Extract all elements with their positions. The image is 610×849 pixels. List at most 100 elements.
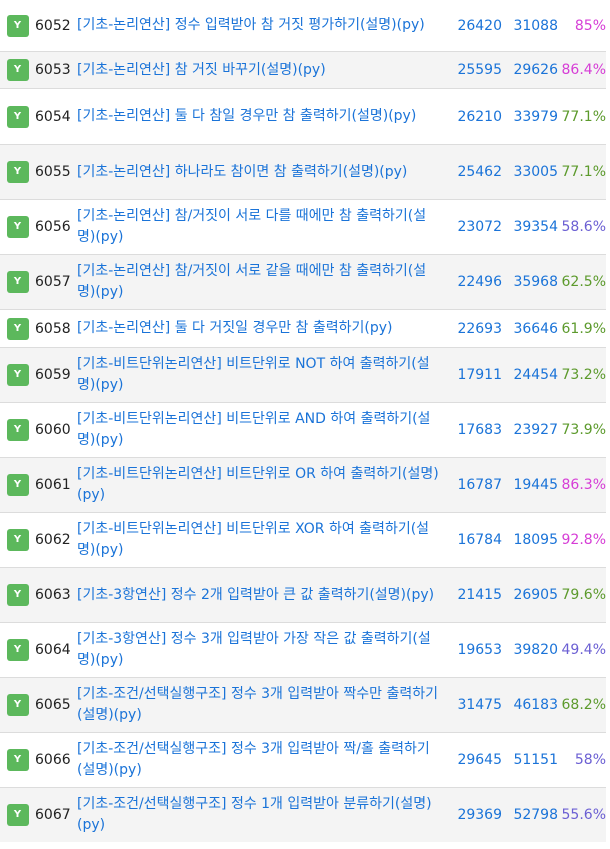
solved-count[interactable]: 22693 bbox=[457, 320, 502, 337]
submit-count[interactable]: 39354 bbox=[513, 219, 558, 235]
table-row: Y 6052 [기초-논리연산] 정수 입력받아 참 거짓 평가하기(설명)(p… bbox=[0, 0, 606, 51]
problem-id: 6064 bbox=[35, 642, 71, 658]
solved-badge: Y bbox=[6, 529, 29, 551]
problem-title-link[interactable]: [기초-논리연산] 참 거짓 바꾸기(설명)(py) bbox=[77, 61, 326, 78]
submit-count[interactable]: 31088 bbox=[513, 17, 558, 34]
correct-rate: 58.6% bbox=[561, 219, 606, 235]
table-row: Y 6058 [기초-논리연산] 둘 다 거짓일 경우만 참 출력하기(py) … bbox=[0, 309, 606, 347]
table-row: Y 6064 [기초-3항연산] 정수 3개 입력받아 가장 작은 값 출력하기… bbox=[0, 622, 606, 677]
problem-title-link[interactable]: [기초-논리연산] 하나라도 참이면 참 출력하기(설명)(py) bbox=[77, 163, 408, 180]
table-row: Y 6062 [기초-비트단위논리연산] 비트단위로 XOR 하여 출력하기(설… bbox=[0, 512, 606, 567]
solved-count[interactable]: 17911 bbox=[457, 367, 502, 383]
submit-count[interactable]: 18095 bbox=[513, 532, 558, 548]
problem-id: 6065 bbox=[35, 697, 71, 713]
correct-rate: 92.8% bbox=[561, 532, 606, 548]
problem-title-link[interactable]: [기초-논리연산] 둘 다 참일 경우만 참 출력하기(설명)(py) bbox=[77, 108, 417, 124]
solved-badge: Y bbox=[6, 639, 29, 661]
problem-title-link[interactable]: [기초-비트단위논리연산] 비트단위로 NOT 하여 출력하기(설명)(py) bbox=[77, 356, 430, 393]
problem-title-link[interactable]: [기초-논리연산] 참/거짓이 서로 다를 때에만 참 출력하기(설명)(py) bbox=[77, 208, 427, 245]
solved-badge: Y bbox=[6, 216, 29, 238]
problem-title-link[interactable]: [기초-조건/선택실행구조] 정수 3개 입력받아 짝수만 출력하기(설명)(p… bbox=[77, 686, 438, 723]
solved-count[interactable]: 26420 bbox=[457, 17, 502, 34]
solved-count[interactable]: 29645 bbox=[457, 752, 502, 768]
solved-count[interactable]: 23072 bbox=[457, 219, 502, 235]
submit-count[interactable]: 52798 bbox=[513, 807, 558, 823]
problem-title-link[interactable]: [기초-3항연산] 정수 2개 입력받아 큰 값 출력하기(설명)(py) bbox=[77, 586, 435, 603]
solved-badge: Y bbox=[6, 317, 29, 340]
problem-id: 6053 bbox=[35, 62, 71, 78]
table-row: Y 6056 [기초-논리연산] 참/거짓이 서로 다를 때에만 참 출력하기(… bbox=[0, 199, 606, 254]
solved-count[interactable]: 21415 bbox=[457, 587, 502, 603]
problem-id: 6066 bbox=[35, 752, 71, 768]
submit-count[interactable]: 36646 bbox=[513, 320, 558, 337]
correct-rate: 68.2% bbox=[561, 697, 606, 713]
solved-count[interactable]: 19653 bbox=[457, 642, 502, 658]
solved-badge: Y bbox=[6, 364, 29, 386]
submit-count[interactable]: 33979 bbox=[513, 108, 558, 125]
problem-id: 6056 bbox=[35, 219, 71, 235]
correct-rate: 62.5% bbox=[561, 274, 606, 290]
submit-count[interactable]: 35968 bbox=[513, 274, 558, 290]
submit-count[interactable]: 33005 bbox=[513, 164, 558, 180]
submit-count[interactable]: 29626 bbox=[513, 62, 558, 78]
solved-count[interactable]: 26210 bbox=[457, 108, 502, 125]
solved-badge: Y bbox=[6, 419, 29, 441]
solved-count[interactable]: 29369 bbox=[457, 807, 502, 823]
problem-id: 6063 bbox=[35, 587, 71, 603]
solved-badge: Y bbox=[6, 14, 29, 37]
solved-count[interactable]: 31475 bbox=[457, 697, 502, 713]
solved-count[interactable]: 25595 bbox=[457, 62, 502, 78]
problem-title-link[interactable]: [기초-비트단위논리연산] 비트단위로 AND 하여 출력하기(설명)(py) bbox=[77, 411, 431, 448]
problem-title-link[interactable]: [기초-3항연산] 정수 3개 입력받아 가장 작은 값 출력하기(설명)(py… bbox=[77, 631, 431, 668]
problem-id: 6062 bbox=[35, 532, 71, 548]
correct-rate: 73.2% bbox=[561, 367, 606, 383]
problem-title-link[interactable]: [기초-조건/선택실행구조] 정수 1개 입력받아 분류하기(설명)(py) bbox=[77, 796, 432, 833]
table-row: Y 6053 [기초-논리연산] 참 거짓 바꾸기(설명)(py) 25595 … bbox=[0, 51, 606, 88]
table-row: Y 6060 [기초-비트단위논리연산] 비트단위로 AND 하여 출력하기(설… bbox=[0, 402, 606, 457]
submit-count[interactable]: 23927 bbox=[513, 422, 558, 438]
problem-title-link[interactable]: [기초-조건/선택실행구조] 정수 3개 입력받아 짝/홀 출력하기(설명)(p… bbox=[77, 741, 430, 778]
correct-rate: 79.6% bbox=[561, 587, 606, 603]
problem-id: 6058 bbox=[35, 320, 71, 337]
solved-badge: Y bbox=[6, 804, 29, 826]
solved-badge: Y bbox=[6, 59, 29, 81]
solved-badge: Y bbox=[6, 474, 29, 496]
correct-rate: 86.3% bbox=[561, 477, 606, 493]
solved-badge: Y bbox=[6, 161, 29, 183]
table-row: Y 6061 [기초-비트단위논리연산] 비트단위로 OR 하여 출력하기(설명… bbox=[0, 457, 606, 512]
problem-title-link[interactable]: [기초-논리연산] 둘 다 거짓일 경우만 참 출력하기(py) bbox=[77, 320, 393, 336]
correct-rate: 77.1% bbox=[561, 164, 606, 180]
problem-title-link[interactable]: [기초-비트단위논리연산] 비트단위로 XOR 하여 출력하기(설명)(py) bbox=[77, 521, 430, 558]
problem-id: 6061 bbox=[35, 477, 71, 493]
solved-count[interactable]: 16787 bbox=[457, 477, 502, 493]
correct-rate: 61.9% bbox=[561, 320, 606, 337]
table-row: Y 6066 [기초-조건/선택실행구조] 정수 3개 입력받아 짝/홀 출력하… bbox=[0, 732, 606, 787]
solved-count[interactable]: 22496 bbox=[457, 274, 502, 290]
problem-title-link[interactable]: [기초-비트단위논리연산] 비트단위로 OR 하여 출력하기(설명)(py) bbox=[77, 466, 439, 503]
correct-rate: 77.1% bbox=[561, 108, 606, 125]
correct-rate: 55.6% bbox=[561, 807, 606, 823]
solved-badge: Y bbox=[6, 694, 29, 716]
solved-count[interactable]: 25462 bbox=[457, 164, 502, 180]
submit-count[interactable]: 24454 bbox=[513, 367, 558, 383]
solved-badge: Y bbox=[6, 749, 29, 771]
problem-id: 6057 bbox=[35, 274, 71, 290]
problem-title-link[interactable]: [기초-논리연산] 참/거짓이 서로 같을 때에만 참 출력하기(설명)(py) bbox=[77, 263, 427, 300]
problem-id: 6054 bbox=[35, 108, 71, 125]
solved-badge: Y bbox=[6, 105, 29, 128]
problem-id: 6060 bbox=[35, 422, 71, 438]
submit-count[interactable]: 19445 bbox=[513, 477, 558, 493]
problem-id: 6055 bbox=[35, 164, 71, 180]
solved-count[interactable]: 16784 bbox=[457, 532, 502, 548]
correct-rate: 58% bbox=[574, 752, 606, 768]
submit-count[interactable]: 51151 bbox=[513, 752, 558, 768]
problem-title-link[interactable]: [기초-논리연산] 정수 입력받아 참 거짓 평가하기(설명)(py) bbox=[77, 17, 425, 33]
correct-rate: 49.4% bbox=[561, 642, 606, 658]
solved-badge: Y bbox=[6, 584, 29, 606]
solved-count[interactable]: 17683 bbox=[457, 422, 502, 438]
correct-rate: 86.4% bbox=[561, 62, 606, 78]
submit-count[interactable]: 46183 bbox=[513, 697, 558, 713]
submit-count[interactable]: 26905 bbox=[513, 587, 558, 603]
table-row: Y 6055 [기초-논리연산] 하나라도 참이면 참 출력하기(설명)(py)… bbox=[0, 144, 606, 199]
submit-count[interactable]: 39820 bbox=[513, 642, 558, 658]
